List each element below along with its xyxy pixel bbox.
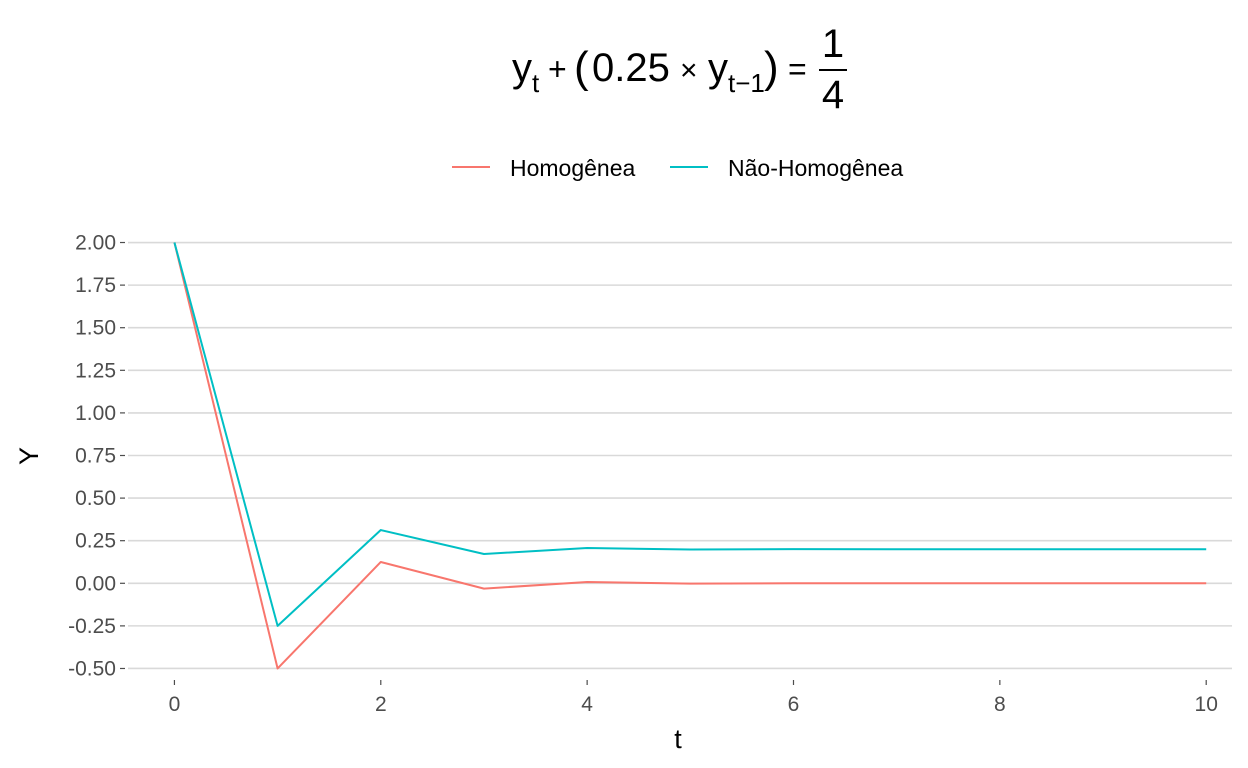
y-tick-label: -0.50 xyxy=(68,657,116,680)
title-left-paren: ( xyxy=(574,43,589,92)
series-line-nao-homogenea xyxy=(173,242,1207,627)
x-tick-label: 0 xyxy=(169,693,181,716)
chart-title: y t + ( 0.25 × y t−1 ) = 1 4 xyxy=(512,22,847,117)
title-equals: = xyxy=(788,51,807,87)
y-tick-label: -0.25 xyxy=(68,615,116,638)
y-tick-label: 1.25 xyxy=(75,359,116,382)
title-subscript-t-minus-1: t−1 xyxy=(728,68,765,98)
x-tick-label: 10 xyxy=(1195,693,1218,716)
title-coefficient: 0.25 xyxy=(592,46,670,90)
y-tick-label: 2.00 xyxy=(75,232,116,255)
title-y2: y xyxy=(708,46,728,90)
y-tick-label: 0.75 xyxy=(75,445,116,468)
x-tick-label: 2 xyxy=(375,693,387,716)
x-tick-label: 6 xyxy=(788,693,800,716)
x-tick-label: 8 xyxy=(994,693,1006,716)
y-tick-label: 1.75 xyxy=(75,274,116,297)
legend: Homogênea Não-Homogênea xyxy=(452,155,903,181)
grid xyxy=(128,241,1232,670)
title-denominator: 4 xyxy=(822,73,844,117)
y-tick-label: 0.25 xyxy=(75,530,116,553)
x-tick-label: 4 xyxy=(581,693,593,716)
title-subscript-t: t xyxy=(532,68,540,98)
legend-label-homogenea: Homogênea xyxy=(510,155,636,181)
title-right-paren: ) xyxy=(764,43,779,92)
legend-label-nao-homogenea: Não-Homogênea xyxy=(728,155,903,181)
x-axis: 0 2 4 6 8 10 xyxy=(169,680,1218,716)
title-numerator: 1 xyxy=(822,22,844,66)
x-axis-title: t xyxy=(674,724,682,754)
title-plus: + xyxy=(548,51,567,87)
y-tick-label: 1.00 xyxy=(75,402,116,425)
title-y: y xyxy=(512,46,532,90)
series-line-homogenea xyxy=(173,242,1207,670)
y-axis-title: Y xyxy=(14,447,44,465)
y-tick-label: 0.50 xyxy=(75,487,116,510)
y-tick-label: 0.00 xyxy=(75,572,116,595)
title-times: × xyxy=(680,54,698,87)
series-lines xyxy=(173,242,1207,670)
y-axis: -0.50 -0.25 0.00 0.25 0.50 0.75 1.00 1.25 1.50 1.… xyxy=(68,232,125,680)
y-tick-label: 1.50 xyxy=(75,317,116,340)
